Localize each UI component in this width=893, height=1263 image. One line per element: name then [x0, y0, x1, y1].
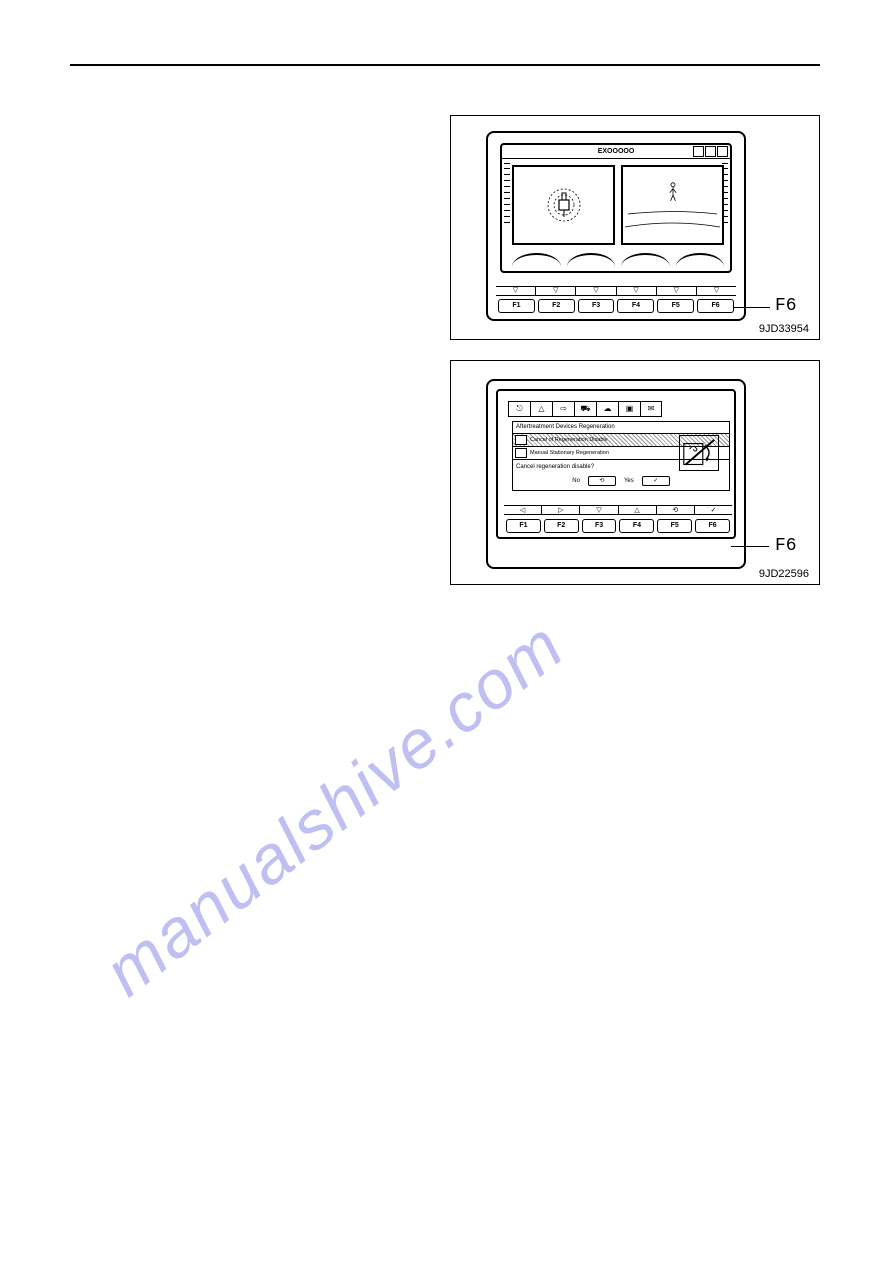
- f5-button[interactable]: F5: [657, 299, 694, 313]
- button-bar-1: F1 F2 F3 F4 F5 F6: [496, 286, 736, 313]
- top-icon-6[interactable]: ▣: [618, 401, 640, 417]
- status-icon-2: [705, 146, 716, 157]
- option-1-label: Cancel of Regeneration Disable: [530, 437, 608, 443]
- monitor-screen-1: EXOOOOO: [500, 143, 732, 273]
- f2-button[interactable]: F2: [538, 299, 575, 313]
- f3-button[interactable]: F3: [578, 299, 615, 313]
- yes-button[interactable]: ✓: [642, 476, 670, 486]
- regeneration-dialog: Aftertreatment Devices Regeneration Canc…: [512, 421, 730, 491]
- dual-panels: [512, 165, 724, 245]
- top-icon-7[interactable]: ✉: [640, 401, 662, 417]
- option-2-label: Manual Stationary Regeneration: [530, 450, 609, 456]
- fkey-container-2: F1 F2 F3 F4 F5 F6: [504, 516, 732, 533]
- top-icon-3[interactable]: ⇨: [552, 401, 574, 417]
- option-icon-2: [515, 448, 527, 458]
- fkey-row-2: F1 F2 F3 F4 F5 F6: [504, 519, 732, 533]
- ind-left: ◁: [504, 506, 542, 514]
- ref-number-1: 9JD33954: [759, 323, 809, 335]
- top-icon-4[interactable]: ⛟: [574, 401, 596, 417]
- camera-panel: [621, 165, 724, 245]
- no-label: No: [572, 478, 580, 484]
- monitor-device-2: ⎋ △ ⇨ ⛟ ☁ ▣ ✉ Aftertreatment Devices Reg…: [486, 379, 746, 569]
- figure-1-box: EXOOOOO: [450, 115, 820, 340]
- yes-label: Yes: [624, 478, 634, 484]
- ind-back: ⟲: [657, 506, 695, 514]
- option-icon-1: [515, 435, 527, 445]
- ind-up: △: [619, 506, 657, 514]
- gauge-1: [512, 253, 561, 267]
- f6-button[interactable]: F6: [697, 299, 734, 313]
- no-button[interactable]: ⟲: [588, 476, 616, 486]
- gauge-3: [621, 253, 670, 267]
- callout-f6-1: F6: [775, 296, 797, 316]
- screen-header: EXOOOOO: [502, 145, 730, 159]
- f1-button-2[interactable]: F1: [506, 519, 541, 533]
- monitor-device-1: EXOOOOO: [486, 131, 746, 321]
- regen-disable-icon: [680, 436, 718, 470]
- f2-button-2[interactable]: F2: [544, 519, 579, 533]
- dialog-buttons: No ⟲ Yes ✓: [513, 474, 729, 490]
- callout-f6-2: F6: [775, 536, 797, 556]
- gauge-4: [676, 253, 725, 267]
- f1-button[interactable]: F1: [498, 299, 535, 313]
- top-icon-5[interactable]: ☁: [596, 401, 618, 417]
- f3-button-2[interactable]: F3: [582, 519, 617, 533]
- figure-2-box: ⎋ △ ⇨ ⛟ ☁ ▣ ✉ Aftertreatment Devices Reg…: [450, 360, 820, 585]
- callout-line-1: [734, 307, 770, 308]
- top-icon-2[interactable]: △: [530, 401, 552, 417]
- screen-content-2: ⎋ △ ⇨ ⛟ ☁ ▣ ✉ Aftertreatment Devices Reg…: [504, 397, 728, 512]
- dialog-title: Aftertreatment Devices Regeneration: [513, 422, 729, 434]
- left-scale: [504, 163, 510, 241]
- ind-ok: ✓: [695, 506, 732, 514]
- corner-icons: [693, 146, 728, 157]
- ind-down: ▽: [580, 506, 618, 514]
- status-icon-3: [717, 146, 728, 157]
- person-icon: [669, 182, 677, 202]
- excavator-top-icon: [544, 185, 584, 225]
- gauge-2: [567, 253, 616, 267]
- header-text: EXOOOOO: [598, 148, 635, 155]
- gauge-row: [512, 245, 724, 267]
- f4-button-2[interactable]: F4: [619, 519, 654, 533]
- f6-button-2[interactable]: F6: [695, 519, 730, 533]
- ind-right: ▷: [542, 506, 580, 514]
- watermark-text: manualshive.com: [90, 606, 579, 1012]
- top-icon-row: ⎋ △ ⇨ ⛟ ☁ ▣ ✉: [508, 401, 662, 417]
- f5-button-2[interactable]: F5: [657, 519, 692, 533]
- indicator-bar-2: ◁ ▷ ▽ △ ⟲ ✓: [504, 505, 732, 515]
- top-icon-1[interactable]: ⎋: [508, 401, 530, 417]
- f4-button[interactable]: F4: [617, 299, 654, 313]
- monitor-screen-2: ⎋ △ ⇨ ⛟ ☁ ▣ ✉ Aftertreatment Devices Reg…: [496, 389, 736, 539]
- ground-lines: [623, 209, 722, 239]
- large-regen-icon: [679, 435, 719, 471]
- fkey-row: F1 F2 F3 F4 F5 F6: [496, 299, 736, 313]
- indicator-symbols: ◁ ▷ ▽ △ ⟲ ✓: [504, 505, 732, 515]
- status-icon-1: [693, 146, 704, 157]
- horizontal-rule: [70, 64, 820, 66]
- indicator-row: [496, 286, 736, 296]
- topview-panel: [512, 165, 615, 245]
- ref-number-2: 9JD22596: [759, 568, 809, 580]
- callout-line-2: [731, 546, 769, 547]
